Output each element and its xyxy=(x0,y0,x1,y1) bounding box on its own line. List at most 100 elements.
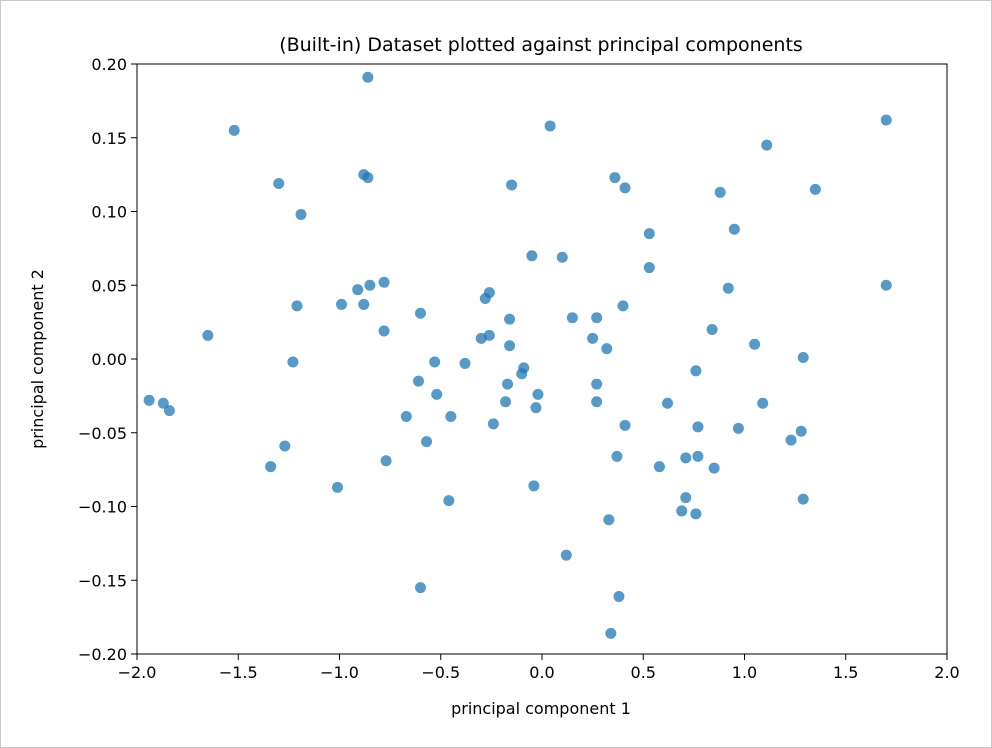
data-point xyxy=(475,332,487,344)
y-axis-label: principal component 2 xyxy=(28,269,47,449)
data-point xyxy=(722,282,734,294)
data-point xyxy=(749,338,761,350)
data-point xyxy=(544,120,556,132)
y-tick-label: 0.15 xyxy=(91,129,127,148)
data-point xyxy=(587,332,599,344)
data-point xyxy=(692,421,704,433)
data-point xyxy=(362,172,374,184)
y-tick-label: −0.05 xyxy=(78,424,127,443)
x-axis-label: principal component 1 xyxy=(451,699,631,718)
x-tick-label: −1.0 xyxy=(320,663,359,682)
data-point xyxy=(526,250,538,262)
data-point xyxy=(643,262,655,274)
data-point xyxy=(429,356,441,368)
data-point xyxy=(611,450,623,462)
data-point xyxy=(506,179,518,191)
data-point xyxy=(412,375,424,387)
data-point xyxy=(380,455,392,467)
data-point xyxy=(809,183,821,195)
data-point xyxy=(566,312,578,324)
data-point xyxy=(358,298,370,310)
y-tick-label: −0.15 xyxy=(78,571,127,590)
data-point xyxy=(880,279,892,291)
x-tick-label: 1.0 xyxy=(732,663,757,682)
data-point xyxy=(605,627,617,639)
data-point xyxy=(202,329,214,341)
data-point xyxy=(714,186,726,198)
data-point xyxy=(617,300,629,312)
data-point xyxy=(143,394,155,406)
data-point xyxy=(757,397,769,409)
data-point xyxy=(421,436,433,448)
data-point xyxy=(362,71,374,83)
data-point xyxy=(880,114,892,126)
x-tick-label: −2.0 xyxy=(118,663,157,682)
y-tick-label: 0.20 xyxy=(91,55,127,74)
data-point xyxy=(331,481,343,493)
data-point xyxy=(690,365,702,377)
x-tick-label: −1.5 xyxy=(219,663,258,682)
points-layer xyxy=(143,71,892,639)
data-point xyxy=(479,293,491,305)
data-point xyxy=(591,312,603,324)
y-tick-label: −0.20 xyxy=(78,645,127,664)
data-point xyxy=(676,505,688,517)
data-point xyxy=(528,480,540,492)
data-point xyxy=(400,411,412,423)
data-point xyxy=(504,340,516,352)
data-point xyxy=(591,378,603,390)
data-point xyxy=(680,492,692,504)
data-point xyxy=(415,307,426,319)
data-point xyxy=(352,284,364,296)
data-point xyxy=(502,378,514,390)
data-point xyxy=(708,462,720,474)
data-point xyxy=(378,276,390,288)
data-point xyxy=(653,461,665,473)
data-point xyxy=(378,325,390,337)
data-point xyxy=(601,343,613,355)
data-point xyxy=(613,590,625,602)
data-point xyxy=(643,228,655,240)
data-point xyxy=(443,495,455,507)
data-point xyxy=(295,208,307,220)
data-point xyxy=(560,549,572,561)
data-point xyxy=(287,356,299,368)
data-point xyxy=(336,298,348,310)
data-point xyxy=(706,324,718,335)
plot-area-frame xyxy=(136,63,948,655)
x-tick-label: −0.5 xyxy=(421,663,460,682)
y-tick-label: 0.05 xyxy=(91,276,127,295)
data-point xyxy=(530,402,542,414)
data-point xyxy=(163,405,175,417)
data-point xyxy=(795,425,807,437)
data-point xyxy=(662,397,674,409)
data-point xyxy=(291,300,303,312)
data-point xyxy=(690,508,702,520)
data-point xyxy=(591,396,603,408)
x-tick-label: 2.0 xyxy=(934,663,959,682)
data-point xyxy=(619,182,631,194)
data-point xyxy=(273,177,285,189)
x-tick-label: 1.5 xyxy=(833,663,858,682)
x-tick-label: 0.5 xyxy=(631,663,656,682)
data-point xyxy=(445,411,457,423)
data-point xyxy=(732,422,744,434)
y-tick-label: 0.10 xyxy=(91,203,127,222)
data-point xyxy=(487,418,499,430)
data-point xyxy=(415,582,426,594)
y-tick-label: 0.00 xyxy=(91,350,127,369)
data-point xyxy=(603,514,615,526)
y-axis: −0.20 −0.15 −0.10 −0.05 0.00 0.05 0.10 0.15 0.20 xyxy=(78,55,137,664)
data-point xyxy=(797,352,809,364)
data-point xyxy=(364,279,376,291)
data-point xyxy=(431,388,443,400)
x-tick-label: 0.0 xyxy=(529,663,554,682)
x-axis: −2.0 −1.5 −1.0 −0.5 0.0 0.5 1.0 1.5 2.0 xyxy=(118,654,960,682)
data-point xyxy=(619,419,631,431)
data-point xyxy=(728,223,740,235)
data-point xyxy=(504,313,516,325)
data-point xyxy=(761,139,773,151)
data-point xyxy=(797,493,809,505)
